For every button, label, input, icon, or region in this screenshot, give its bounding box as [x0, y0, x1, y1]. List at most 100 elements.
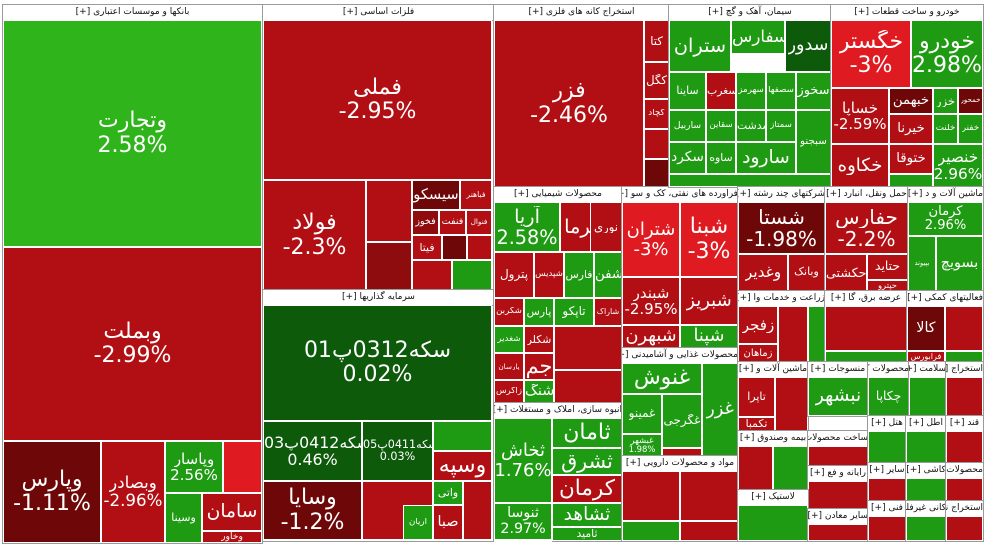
stock-tile[interactable]: وتجارت 2.58%: [3, 20, 262, 247]
sector-header[interactable]: سلامت [+]: [909, 362, 946, 378]
stock-tile[interactable]: پارسان: [494, 353, 524, 380]
stock-tile[interactable]: ثشاهد: [552, 503, 622, 527]
stock-tile[interactable]: [738, 446, 773, 490]
stock-tile[interactable]: سصفها: [766, 72, 796, 110]
stock-tile[interactable]: [889, 174, 933, 187]
stock-tile[interactable]: [452, 260, 492, 291]
stock-tile[interactable]: ساوه: [706, 142, 736, 174]
stock-tile[interactable]: وآتی: [433, 481, 463, 505]
stock-tile[interactable]: وخاور: [202, 531, 262, 543]
sector-header[interactable]: محصولات چوب [+]: [946, 463, 983, 479]
stock-tile[interactable]: [808, 524, 868, 541]
stock-tile[interactable]: سارود: [736, 142, 796, 174]
stock-tile[interactable]: غگرجی: [662, 394, 702, 448]
stock-tile[interactable]: سکه0412پ030.46%: [263, 421, 362, 481]
stock-tile[interactable]: شبهرن: [622, 325, 680, 348]
stock-tile[interactable]: شکلر: [524, 326, 554, 353]
stock-tile[interactable]: شغدیر: [494, 326, 524, 353]
stock-tile[interactable]: شفن: [594, 252, 622, 298]
stock-tile[interactable]: [909, 377, 946, 416]
stock-tile[interactable]: شبریز: [680, 277, 738, 325]
stock-tile[interactable]: شکربن: [494, 298, 524, 326]
sector-header[interactable]: عرضه برق، گا [+]: [825, 291, 907, 307]
stock-tile[interactable]: [433, 421, 492, 451]
stock-tile[interactable]: سقاین: [706, 110, 736, 142]
stock-tile[interactable]: سامان: [202, 493, 262, 531]
sector-header[interactable]: انبوه سازی، املاک و مستغلات [+]: [494, 403, 622, 419]
sector-header[interactable]: استخراج کانه های فلزی [+]: [494, 5, 669, 21]
stock-tile[interactable]: شستا -1.98%: [738, 202, 825, 254]
stock-tile[interactable]: فنفت: [439, 210, 466, 235]
stock-tile[interactable]: [775, 377, 808, 431]
stock-tile[interactable]: کچاد: [644, 99, 669, 129]
stock-tile[interactable]: [463, 481, 492, 540]
stock-tile[interactable]: غمینو: [622, 394, 662, 434]
stock-tile[interactable]: وپاسار 2.56%: [165, 441, 223, 493]
sector-header[interactable]: فراورده های نفتی، کک و سو [+]: [622, 187, 738, 203]
stock-tile[interactable]: سدشت: [736, 110, 766, 142]
stock-tile[interactable]: پترول: [494, 252, 534, 298]
stock-tile[interactable]: پارس: [524, 298, 554, 326]
stock-tile[interactable]: سکه0411پ050.03%: [362, 421, 433, 481]
stock-tile[interactable]: بسویچ: [936, 236, 983, 291]
stock-tile[interactable]: [825, 351, 907, 362]
stock-tile[interactable]: خساپا -2.59%: [831, 88, 889, 144]
stock-tile[interactable]: شتران -3%: [622, 202, 680, 277]
stock-tile[interactable]: کرمان: [552, 475, 622, 503]
stock-tile[interactable]: [467, 235, 492, 260]
stock-tile[interactable]: خنصیر 2.96%: [933, 144, 983, 187]
stock-tile[interactable]: کرمان 2.96%: [908, 202, 983, 236]
sector-header[interactable]: رایانه و فع [+]: [808, 466, 868, 482]
sector-header[interactable]: خودرو و ساخت قطعات [+]: [831, 5, 983, 21]
sector-header[interactable]: فلزات اساسی [+]: [263, 5, 494, 21]
stock-tile[interactable]: فولاد -2.3%: [263, 180, 366, 291]
sector-header[interactable]: محصولات غذایی و آشامیدنی [+]: [622, 348, 738, 364]
stock-tile[interactable]: وسینا: [165, 493, 202, 543]
stock-tile[interactable]: خیرنا: [889, 114, 933, 144]
stock-tile[interactable]: [868, 431, 906, 463]
stock-tile[interactable]: فنوال: [466, 210, 492, 235]
stock-tile[interactable]: [442, 235, 467, 260]
stock-tile[interactable]: خفنر: [958, 114, 983, 144]
stock-tile[interactable]: وسپه: [433, 451, 492, 481]
stock-tile[interactable]: [906, 516, 946, 541]
stock-tile[interactable]: غنوش: [622, 363, 702, 394]
sector-header[interactable]: محصولات کاغذی [+]: [868, 362, 909, 378]
stock-tile[interactable]: سبجنو: [796, 110, 831, 174]
stock-tile[interactable]: سکرد: [669, 142, 706, 174]
stock-tile[interactable]: ثشرق: [552, 448, 622, 475]
stock-tile[interactable]: [622, 521, 680, 541]
stock-tile[interactable]: وپارس -1.11%: [3, 441, 101, 543]
stock-tile[interactable]: [773, 446, 808, 490]
stock-tile[interactable]: حپترو: [867, 280, 908, 291]
sector-header[interactable]: اطل [+]: [906, 416, 946, 432]
stock-tile[interactable]: غزر: [702, 363, 738, 456]
stock-tile[interactable]: خکاوه: [831, 144, 889, 187]
stock-tile[interactable]: ختوقا: [889, 144, 933, 174]
stock-tile[interactable]: فزر -2.46%: [494, 20, 644, 187]
stock-tile[interactable]: ثخاش 1.76%: [494, 418, 552, 503]
sector-header[interactable]: ماشین آلات و [+]: [738, 362, 808, 378]
stock-tile[interactable]: نبشهر: [808, 377, 868, 416]
stock-tile[interactable]: سیسکو: [412, 180, 460, 210]
sector-header[interactable]: سایر [+]: [868, 463, 906, 479]
sector-header[interactable]: فعالیتهای کمکی [+]: [907, 291, 983, 307]
stock-tile[interactable]: سدور: [785, 20, 831, 72]
stock-tile[interactable]: [669, 174, 831, 187]
sector-header[interactable]: محصولات شیمیایی [+]: [494, 187, 622, 203]
sector-header[interactable]: حمل ونقل، انبارد [+]: [825, 187, 908, 203]
stock-tile[interactable]: ساینا: [669, 72, 706, 110]
stock-tile[interactable]: [680, 471, 738, 521]
stock-tile[interactable]: نوری: [590, 202, 622, 252]
sector-header[interactable]: بیمه وصندوق [+]: [738, 431, 808, 447]
stock-tile[interactable]: [868, 516, 906, 541]
stock-tile[interactable]: [906, 478, 946, 501]
stock-tile[interactable]: [644, 129, 669, 159]
stock-tile[interactable]: وبانک: [788, 254, 825, 291]
stock-tile[interactable]: [945, 351, 983, 362]
stock-tile[interactable]: غبشهر 1.98%: [622, 434, 662, 456]
stock-tile[interactable]: [662, 448, 702, 456]
sector-header[interactable]: استخراج [+]: [946, 362, 983, 378]
stock-tile[interactable]: خمحور: [958, 88, 983, 114]
stock-tile[interactable]: تکمبا: [738, 417, 775, 431]
